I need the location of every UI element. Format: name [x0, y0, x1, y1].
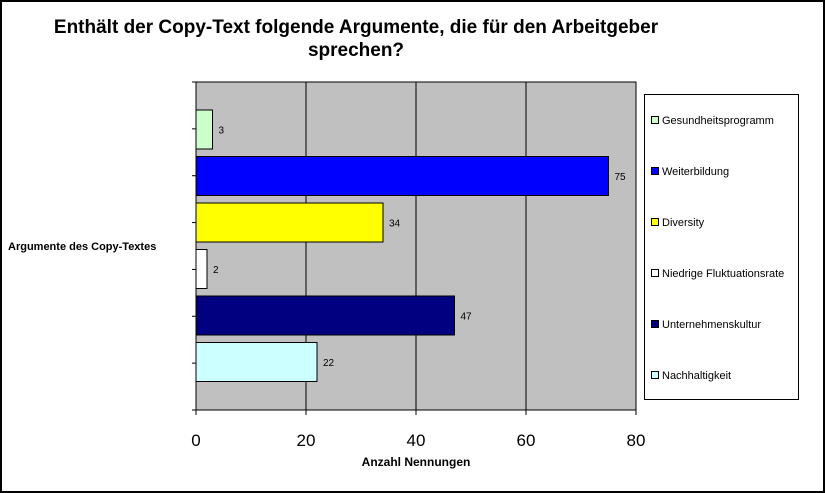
- legend-label: Niedrige Fluktuationsrate: [662, 268, 785, 280]
- legend-swatch: [651, 320, 659, 329]
- data-label-nachhaltigkeit: 22: [323, 358, 335, 369]
- legend-label: Diversity: [662, 217, 705, 229]
- chart-title-line-2: sprechen?: [307, 40, 405, 61]
- x-tick-label-40: 40: [407, 431, 426, 450]
- chart-title-line-1: Enthält der Copy-Text folgende Argumente…: [53, 17, 659, 38]
- legend-label: Weiterbildung: [662, 166, 730, 178]
- data-label-niedrige-fluktuationsrate: 2: [213, 265, 219, 276]
- legend-label: Gesundheitsprogramm: [662, 115, 774, 127]
- legend-item-unternehmenskultur: Unternehmenskultur: [651, 319, 761, 332]
- legend-swatch: [651, 116, 659, 125]
- data-label-gesundheitsprogramm: 3: [219, 126, 225, 137]
- data-label-diversity: 34: [389, 219, 401, 230]
- legend-item-diversity: Diversity: [651, 217, 704, 230]
- x-tick-label-0: 0: [191, 431, 200, 450]
- legend-item-nachhaltigkeit: Nachhaltigkeit: [651, 370, 731, 383]
- y-axis-label: Argumente des Copy-Textes: [8, 241, 157, 253]
- bar-diversity: [195, 202, 384, 243]
- x-tick-label-80: 80: [627, 431, 646, 450]
- bar-nachhaltigkeit: [195, 342, 318, 382]
- x-tick-label-60: 60: [517, 431, 536, 450]
- legend-item-gesundheitsprogramm: Gesundheitsprogramm: [651, 115, 774, 128]
- legend-swatch: [651, 269, 659, 278]
- legend-swatch: [651, 218, 659, 227]
- legend-swatch: [651, 167, 659, 176]
- legend-item-niedrige-fluktuationsrate: Niedrige Fluktuationsrate: [651, 268, 784, 281]
- x-axis-label: Anzahl Nennungen: [361, 455, 471, 469]
- x-tick-label-20: 20: [297, 431, 316, 450]
- legend: Gesundheitsprogramm Weiterbildung Diversit…: [644, 94, 799, 400]
- chart-title: Enthält der Copy-Text folgende Argumente…: [0, 16, 712, 62]
- legend-label: Unternehmenskultur: [662, 319, 762, 331]
- legend-label: Nachhaltigkeit: [662, 370, 732, 382]
- data-label-weiterbildung: 75: [615, 172, 627, 183]
- bar-niedrige-fluktuationsrate: [195, 249, 208, 289]
- bar-unternehmenskultur: [195, 295, 455, 336]
- legend-swatch: [651, 371, 659, 380]
- data-label-unternehmenskultur: 47: [461, 312, 473, 323]
- bar-gesundheitsprogramm: [195, 109, 213, 150]
- legend-item-weiterbildung: Weiterbildung: [651, 166, 729, 179]
- bar-weiterbildung: [195, 156, 609, 196]
